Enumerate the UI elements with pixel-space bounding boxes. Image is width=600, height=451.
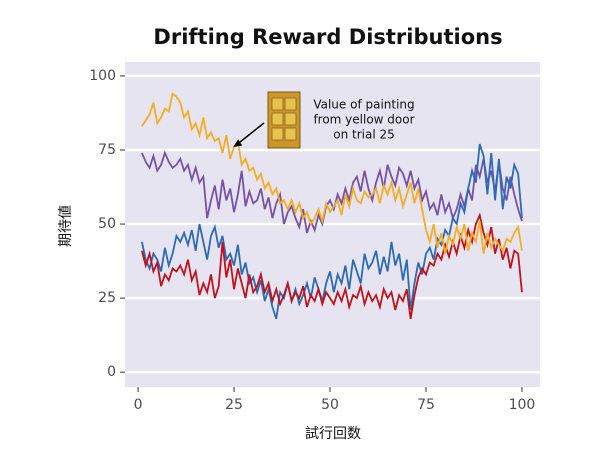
series-line <box>141 92 523 254</box>
x-tick-label: 0 <box>134 397 143 413</box>
y-tick-label: 25 <box>98 290 116 306</box>
door-panel <box>271 97 284 111</box>
chart-title: Drifting Reward Distributions <box>153 25 502 49</box>
door-panel <box>271 112 284 126</box>
y-tick-label: 75 <box>98 142 116 158</box>
arrow-head <box>233 139 243 148</box>
y-tick-label: 0 <box>107 364 116 380</box>
x-tick-label: 50 <box>321 397 339 413</box>
annotation-text: on trial 25 <box>333 128 395 142</box>
door-panel <box>271 127 284 141</box>
annotation-arrow <box>235 122 265 146</box>
y-tick-label: 50 <box>98 216 116 232</box>
door-panel <box>284 97 297 111</box>
door-icon <box>267 91 301 149</box>
x-tick-label: 25 <box>225 397 243 413</box>
series-line <box>141 150 523 234</box>
series-line <box>141 143 523 320</box>
door-panel <box>284 127 297 141</box>
x-tick-label: 100 <box>509 397 536 413</box>
x-tick-label: 75 <box>417 397 435 413</box>
y-tick-label: 100 <box>89 68 116 84</box>
x-axis-label: 試行回数 <box>305 426 361 442</box>
y-axis-label: 期待値 <box>58 205 74 247</box>
annotation-text: from yellow door <box>313 113 414 127</box>
annotation-text: Value of painting <box>313 98 414 112</box>
door-panel <box>284 112 297 126</box>
series-line <box>141 212 523 320</box>
